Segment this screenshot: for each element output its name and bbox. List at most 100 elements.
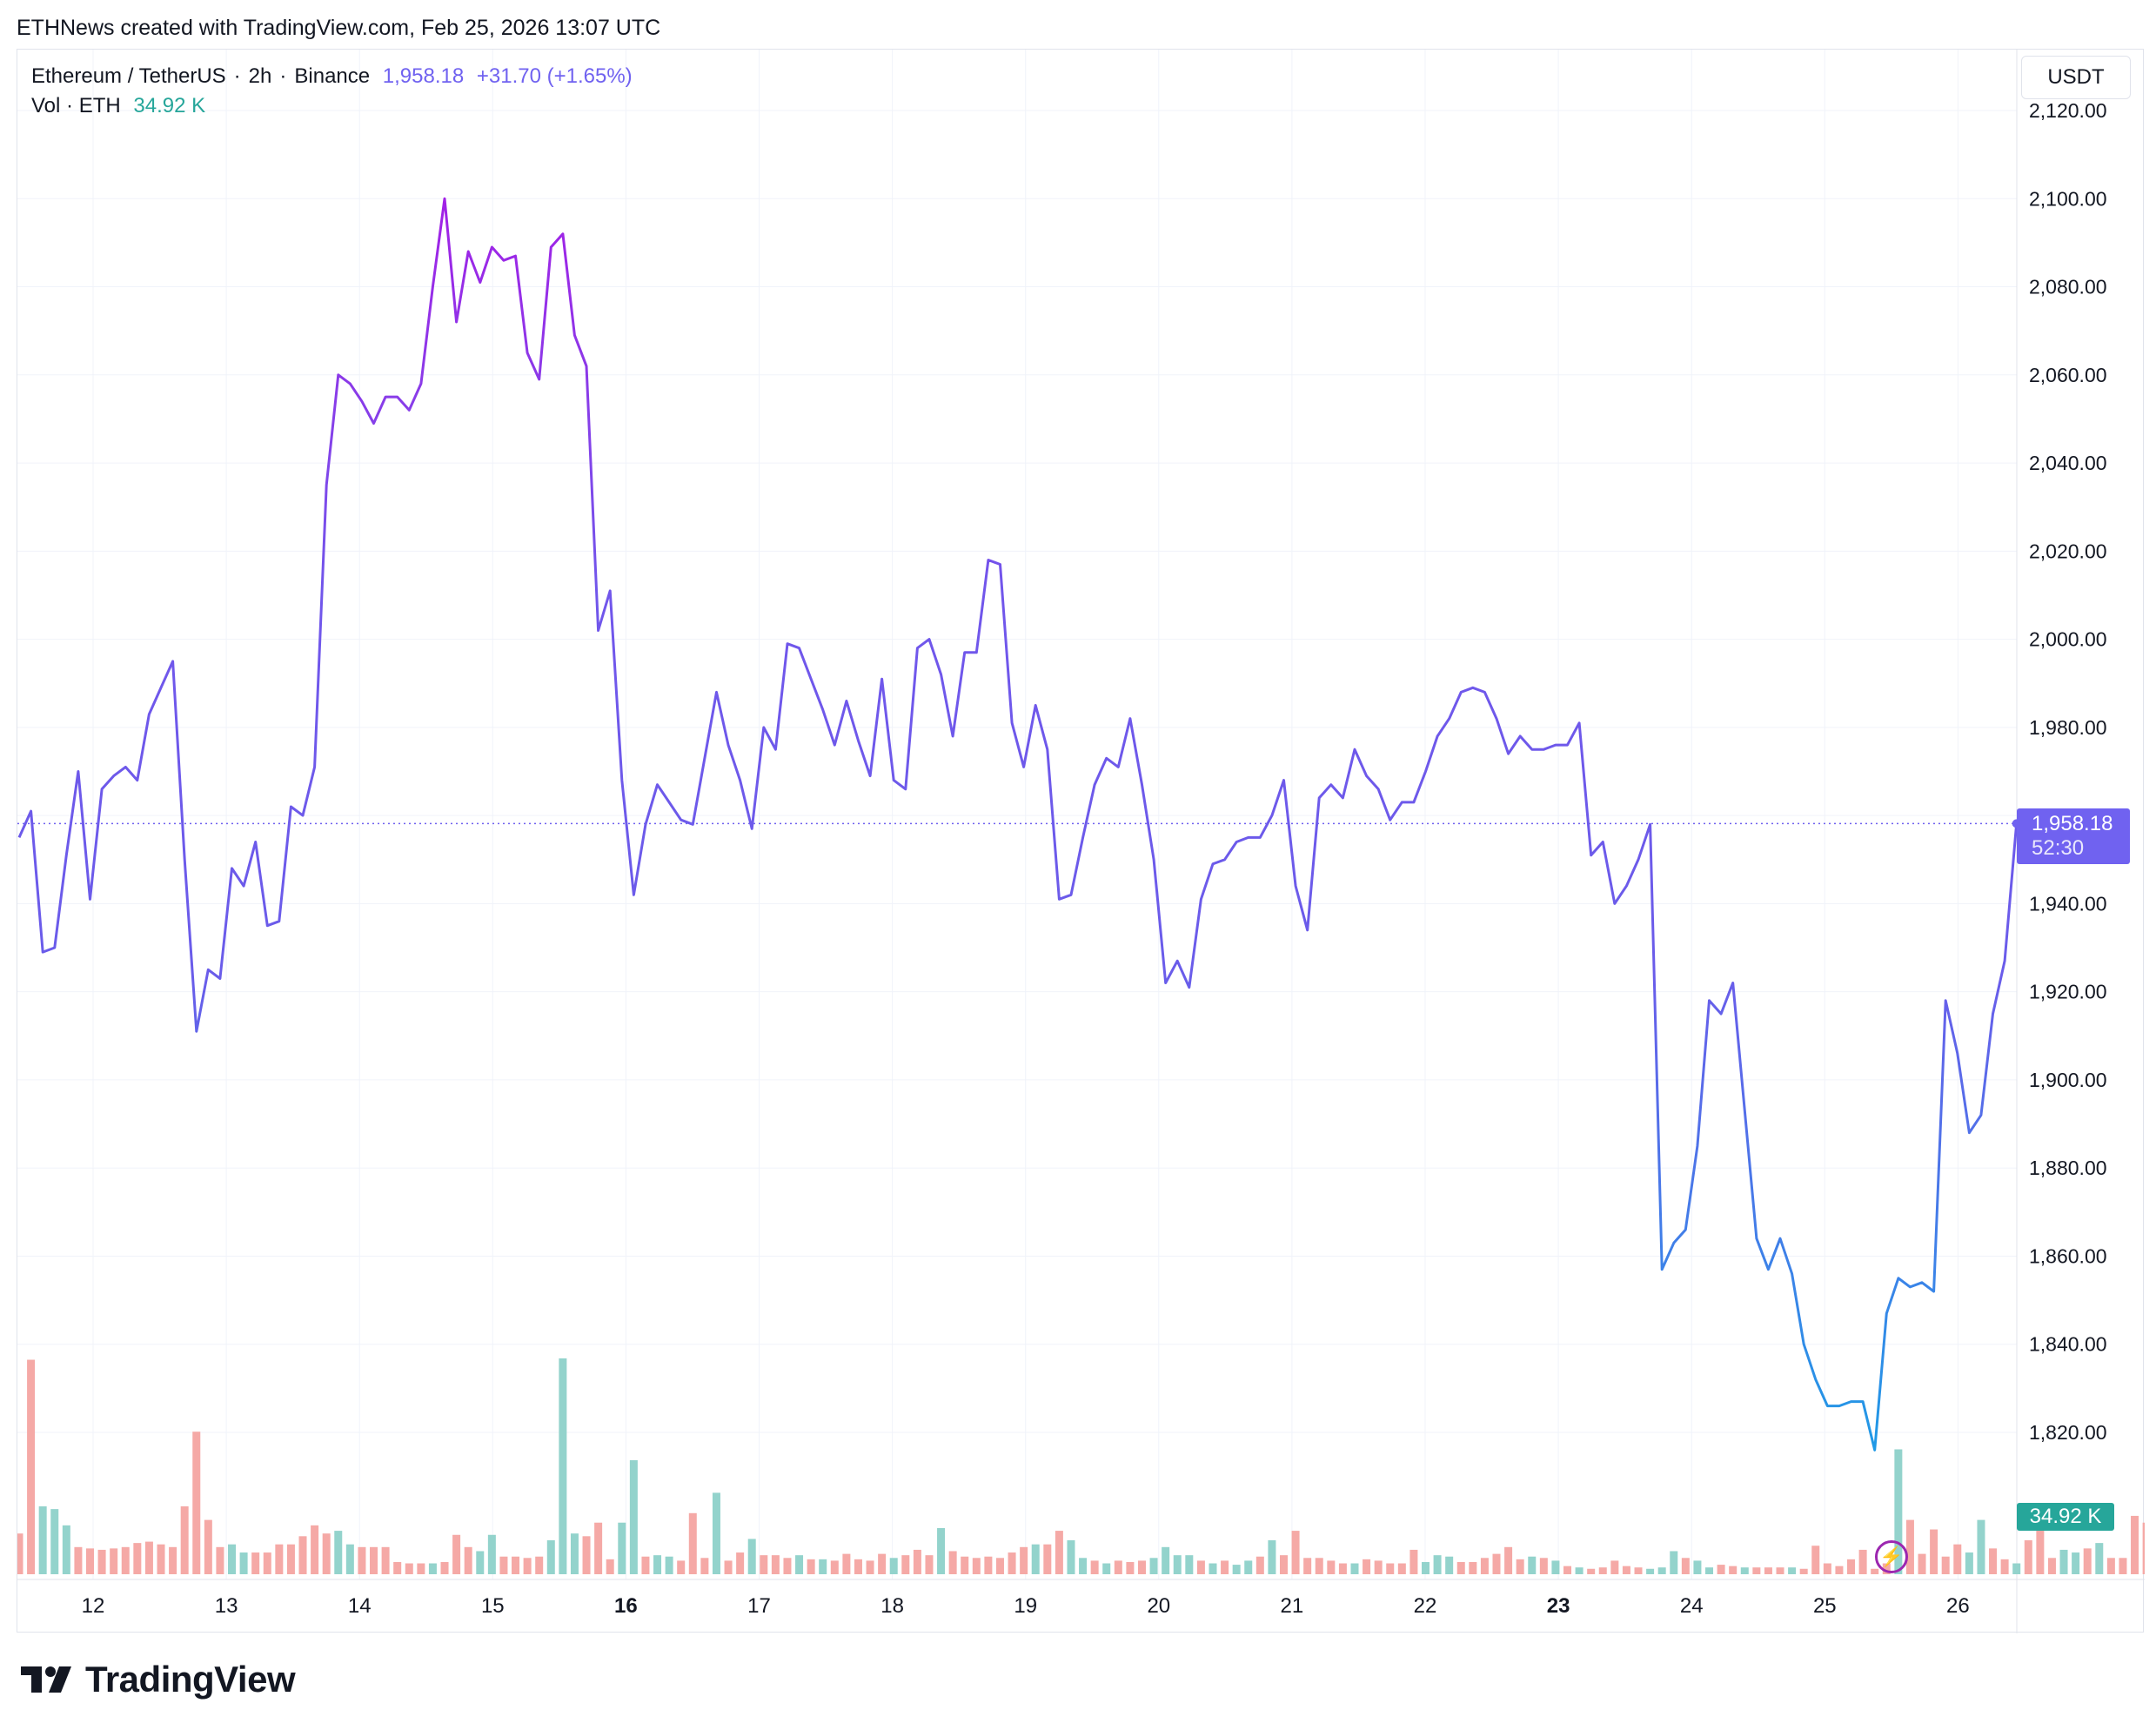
volume-bar (1173, 1555, 1182, 1574)
x-tick-label: 15 (481, 1594, 505, 1618)
volume-bar (1811, 1546, 1820, 1574)
volume-bar (700, 1558, 709, 1574)
volume-bar (1067, 1540, 1075, 1574)
volume-bar (1268, 1540, 1276, 1574)
volume-bar (1327, 1560, 1336, 1574)
x-tick-label: 20 (1147, 1594, 1170, 1618)
volume-bar (464, 1546, 472, 1574)
volume-bar (783, 1558, 792, 1574)
volume-bar (1681, 1558, 1690, 1574)
volume-bar (1221, 1560, 1229, 1574)
volume-bar (1090, 1560, 1099, 1574)
volume-bar (1492, 1553, 1501, 1574)
volume-bar (582, 1536, 591, 1574)
volume-bar (1563, 1566, 1572, 1574)
chart-frame[interactable]: 1,820.00 1,840.00 1,860.00 1,880.00 1,900.00… (17, 49, 2145, 1633)
volume-bar (1162, 1546, 1170, 1574)
legend-separator: · (233, 64, 241, 88)
volume-bar (1823, 1563, 1831, 1574)
volume-bar (358, 1546, 366, 1574)
volume-bar (1338, 1563, 1347, 1574)
volume-bar (1539, 1558, 1548, 1574)
volume-bar (854, 1559, 862, 1574)
volume-bar (889, 1558, 898, 1574)
volume-bar (1670, 1551, 1678, 1574)
volume-bar (204, 1519, 212, 1574)
volume-bar (1528, 1556, 1537, 1574)
volume-bar (157, 1544, 165, 1574)
y-tick-label: 1,880.00 (2029, 1157, 2107, 1179)
volume-bar (50, 1509, 59, 1574)
volume-bar (393, 1561, 402, 1574)
volume-bar (795, 1555, 804, 1574)
volume-bar (428, 1563, 437, 1574)
volume-bar (1185, 1555, 1194, 1574)
legend-vol-label: Vol · ETH (31, 94, 121, 117)
volume-bar (2095, 1543, 2104, 1574)
volume-bar (1114, 1560, 1122, 1574)
volume-bar (1397, 1563, 1406, 1574)
volume-bar (901, 1555, 910, 1574)
symbol-legend: Ethereum / TetherUS · 2h · Binance 1,958.18 … (31, 64, 633, 89)
volume-bar (144, 1541, 153, 1574)
y-tick-label: 1,940.00 (2029, 892, 2107, 915)
volume-bar (1055, 1531, 1063, 1574)
last-price-label: 1,958.18 52:30 (2017, 808, 2130, 864)
volume-bar (688, 1512, 697, 1574)
volume-bar (1657, 1567, 1666, 1574)
volume-bar (1516, 1559, 1524, 1574)
volume-bar (1953, 1544, 1962, 1574)
y-tick-label: 2,120.00 (2029, 99, 2107, 122)
volume-bar (228, 1544, 237, 1574)
volume-bar (180, 1506, 189, 1574)
volume-bar (665, 1556, 673, 1574)
volume-bar (370, 1546, 378, 1574)
x-tick-label: 21 (1281, 1594, 1304, 1618)
y-tick-label: 1,900.00 (2029, 1069, 2107, 1091)
volume-bar (381, 1546, 390, 1574)
volume-bar (239, 1552, 248, 1574)
volume-bar (345, 1544, 354, 1574)
volume-bar (286, 1544, 295, 1574)
volume-bar (1209, 1563, 1217, 1574)
volume-bar (405, 1563, 413, 1574)
bar-countdown: 52:30 (2032, 836, 2085, 860)
volume-bar (1363, 1559, 1371, 1574)
volume-bar (606, 1559, 614, 1574)
lightning-icon[interactable]: ⚡ (1875, 1540, 1908, 1573)
x-tick-label: 26 (1946, 1594, 1970, 1618)
y-tick-label: 2,080.00 (2029, 276, 2107, 298)
currency-selector[interactable]: USDT (2021, 56, 2131, 99)
volume-bar (535, 1556, 544, 1574)
grid-lines (17, 50, 2017, 1579)
volume-bar (216, 1546, 224, 1574)
volume-bar (1480, 1558, 1489, 1574)
volume-bar (1587, 1568, 1596, 1574)
tradingview-logo: TradingView (21, 1659, 296, 1700)
volume-bar (1043, 1544, 1052, 1574)
volume-bar (1764, 1567, 1772, 1574)
volume-bar (1729, 1566, 1738, 1574)
volume-bar (1941, 1556, 1950, 1574)
volume-bar (298, 1536, 307, 1574)
volume-bar (1788, 1567, 1797, 1574)
volume-bar (925, 1555, 934, 1574)
volume-bar (1622, 1566, 1630, 1574)
volume-bar (1989, 1548, 1998, 1574)
volume-bar (1126, 1561, 1135, 1574)
price-chart[interactable]: 1,820.00 1,840.00 1,860.00 1,880.00 1,900.00… (17, 50, 2145, 1633)
volume-bars (17, 1358, 2145, 1574)
volume-bar (724, 1560, 733, 1574)
volume-bar (866, 1560, 874, 1574)
legend-symbol: Ethereum / TetherUS (31, 64, 226, 88)
volume-bar (2024, 1540, 2032, 1574)
volume-bar (1291, 1531, 1300, 1574)
volume-bar (2012, 1563, 2021, 1574)
legend-vol-value: 34.92 K (133, 94, 206, 117)
price-line (17, 197, 2019, 1452)
volume-bar (1705, 1567, 1714, 1574)
volume-bar (1847, 1559, 1856, 1574)
volume-bar (948, 1551, 957, 1574)
volume-bar (760, 1555, 768, 1574)
x-tick-label: 23 (1547, 1594, 1570, 1618)
